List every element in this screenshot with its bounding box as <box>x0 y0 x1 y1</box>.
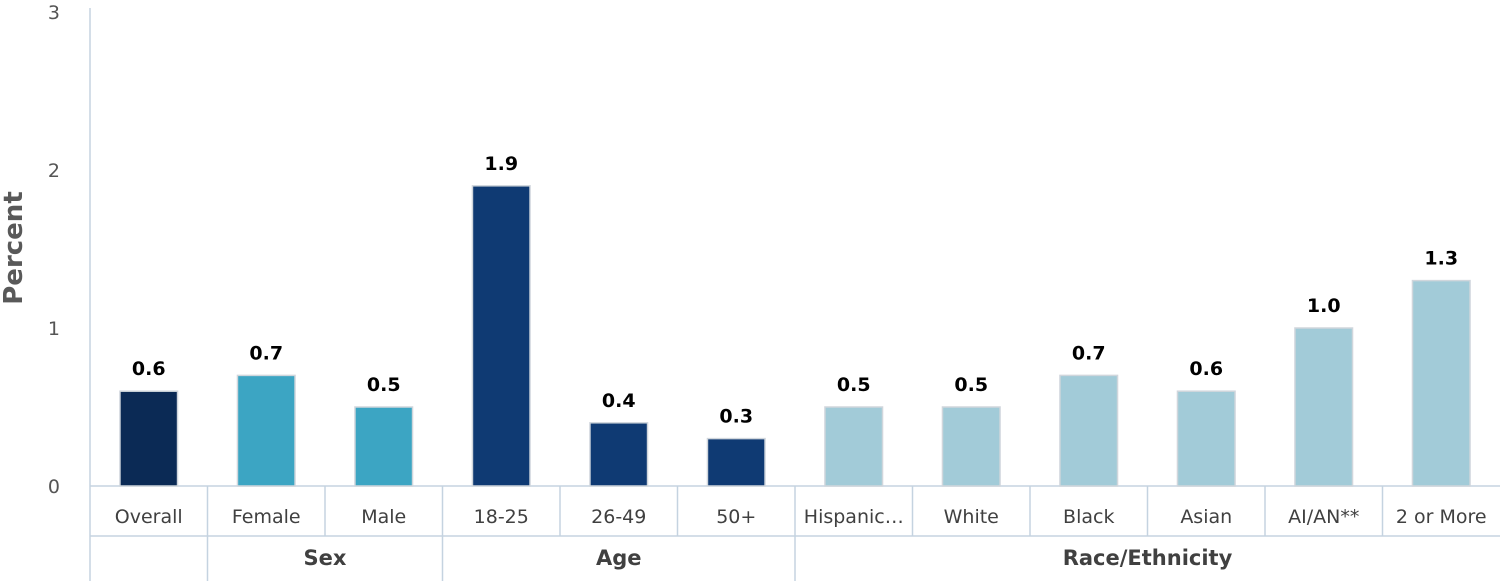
bar <box>1294 327 1354 487</box>
category-label: Asian <box>1180 506 1232 528</box>
category-label: 2 or More <box>1396 506 1487 528</box>
bar <box>941 406 1001 487</box>
bar <box>1059 374 1119 487</box>
data-label: 1.9 <box>484 153 518 175</box>
bar <box>236 374 296 487</box>
data-label: 0.6 <box>132 358 166 380</box>
bar <box>589 422 649 487</box>
category-label: 26-49 <box>591 506 646 528</box>
group-label: Age <box>596 546 642 570</box>
category-label: AI/AN** <box>1288 506 1359 528</box>
bar <box>119 390 179 487</box>
bar <box>471 185 531 487</box>
category-label: 18-25 <box>474 506 529 528</box>
data-label: 0.6 <box>1189 358 1223 380</box>
y-tick-label: 1 <box>48 318 60 340</box>
bar <box>1411 279 1471 487</box>
category-label: White <box>944 506 999 528</box>
y-tick-label: 0 <box>48 476 60 498</box>
y-axis-label: Percent <box>0 191 29 305</box>
category-label: Hispanic… <box>804 506 904 528</box>
category-label: Male <box>361 506 406 528</box>
data-label: 0.3 <box>719 406 753 428</box>
category-label: Black <box>1063 506 1114 528</box>
group-label: Sex <box>304 546 347 570</box>
group-label: Race/Ethnicity <box>1063 546 1233 570</box>
data-label: 1.3 <box>1424 248 1458 270</box>
category-label: Female <box>232 506 301 528</box>
data-label: 0.5 <box>367 374 401 396</box>
bar <box>706 437 766 487</box>
data-label: 0.4 <box>602 390 636 412</box>
y-tick-label: 2 <box>48 160 60 182</box>
data-label: 1.0 <box>1307 295 1341 317</box>
data-label: 0.5 <box>954 374 988 396</box>
category-label: Overall <box>115 506 183 528</box>
data-label: 0.7 <box>249 342 283 364</box>
data-label: 0.7 <box>1072 342 1106 364</box>
data-label: 0.5 <box>837 374 871 396</box>
bar <box>1176 390 1236 487</box>
bar <box>354 406 414 487</box>
bar <box>824 406 884 487</box>
y-tick-label: 3 <box>48 2 60 24</box>
category-label: 50+ <box>716 506 756 528</box>
